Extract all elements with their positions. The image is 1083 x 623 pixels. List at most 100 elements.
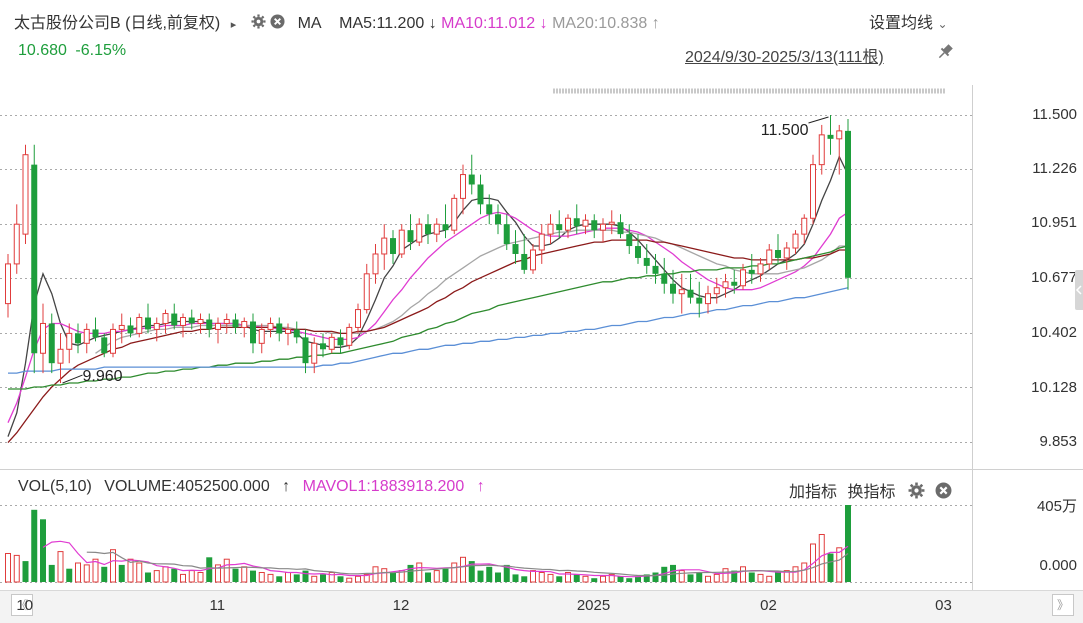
scroll-right-button[interactable]: 》: [1052, 594, 1074, 616]
candle: [285, 323, 291, 346]
candle: [643, 244, 650, 274]
gear-icon[interactable]: [908, 482, 925, 504]
candle: [180, 313, 186, 338]
add-indicator-button[interactable]: 加指标: [789, 484, 838, 501]
candle-body: [398, 229, 405, 255]
candle: [355, 303, 361, 334]
candle-body: [547, 223, 554, 235]
candle: [232, 313, 239, 334]
close-icon[interactable]: [935, 482, 952, 504]
price-chart[interactable]: 11.500 9.960: [0, 0, 1083, 470]
candle-body: [320, 343, 326, 350]
volume-bar: [40, 519, 46, 582]
candle-body: [425, 224, 431, 235]
candle-body: [215, 322, 221, 330]
candle-body: [495, 214, 501, 225]
candle: [31, 144, 38, 374]
candle: [836, 124, 843, 175]
candle-body: [573, 218, 580, 227]
candle-body: [188, 317, 195, 324]
candle-body: [748, 269, 755, 274]
candle-body: [477, 184, 484, 205]
candle: [346, 323, 353, 350]
volume-bar: [22, 561, 29, 582]
pin-icon[interactable]: [935, 42, 955, 67]
candle: [705, 285, 711, 314]
low-annotation: 9.960: [83, 368, 123, 385]
vol-tick-label: 0.000: [1039, 557, 1077, 574]
volume-header: VOL(5,10) VOLUME:4052500.000 ↑ MAVOL1:18…: [18, 478, 485, 496]
volume-bar: [486, 566, 493, 582]
volume-bar: [381, 568, 388, 583]
candle-body: [827, 134, 834, 139]
volume-bar: [232, 568, 239, 582]
candle-body: [810, 164, 816, 219]
candle: [223, 313, 230, 334]
volume-bar: [661, 566, 668, 582]
volume-bar: [836, 547, 843, 583]
volume-bar: [652, 572, 659, 582]
volume-bar: [547, 573, 554, 583]
candle: [722, 273, 729, 298]
volume-bar: [766, 575, 773, 583]
volume-bar: [83, 564, 90, 583]
scroll-left-button[interactable]: 《: [11, 594, 33, 616]
candle: [626, 224, 633, 254]
candle-body: [617, 222, 624, 235]
candle-body: [293, 329, 300, 338]
ma5-arrow-icon: ↓: [428, 15, 437, 32]
ma10-value: MA10:11.012: [441, 15, 536, 32]
candle: [276, 317, 283, 342]
settings-ma-link[interactable]: 设置均线 ⌄: [869, 9, 948, 33]
candle-body: [48, 323, 55, 364]
candle-body: [775, 250, 781, 258]
volume-bar: [215, 564, 221, 583]
candle-body: [40, 322, 46, 354]
candle-body: [276, 323, 283, 334]
candle: [582, 214, 589, 235]
volume-bar: [223, 558, 230, 583]
volume-bar: [643, 574, 650, 582]
date-range[interactable]: 2024/9/30-2025/3/13(111根): [685, 49, 884, 66]
candle-body: [416, 223, 423, 243]
side-collapse-handle[interactable]: [1075, 270, 1083, 310]
volume-bar: [328, 571, 335, 583]
volume-bar: [320, 574, 326, 582]
ma-label: MA: [297, 15, 321, 32]
candle-body: [521, 253, 528, 270]
candle: [783, 242, 790, 270]
vol-label: VOL(5,10): [18, 478, 92, 495]
volume-bar: [241, 566, 248, 583]
candle-body: [433, 223, 440, 235]
gear-icon[interactable]: [251, 14, 266, 34]
candle-body: [302, 337, 309, 364]
volume-bar: [757, 573, 764, 583]
candle: [442, 204, 449, 239]
switch-indicator-button[interactable]: 换指标: [847, 484, 896, 501]
volume-bar: [346, 577, 353, 583]
candle-body: [530, 249, 536, 271]
candle-body: [241, 320, 248, 328]
candle: [407, 214, 414, 251]
candle: [530, 244, 536, 274]
candle-body: [801, 217, 808, 235]
candle-body: [670, 283, 676, 294]
candle: [810, 154, 816, 225]
expand-arrow-icon[interactable]: ▸: [230, 19, 237, 31]
candle-body: [836, 130, 843, 140]
volume-bar: [153, 570, 160, 583]
candle: [302, 329, 309, 374]
volume-bar: [696, 572, 703, 582]
candle-body: [355, 309, 361, 328]
volume-bar: [302, 570, 309, 582]
close-icon[interactable]: [270, 14, 285, 34]
candle: [162, 309, 169, 334]
candle-body: [582, 219, 589, 227]
y-tick-label: 10.128: [1031, 379, 1077, 396]
ma5-value: MA5:11.200: [339, 15, 425, 32]
plot-area: [0, 85, 972, 469]
candle-body: [661, 273, 668, 284]
x-tick-label: 02: [760, 597, 777, 614]
candle: [652, 253, 659, 284]
